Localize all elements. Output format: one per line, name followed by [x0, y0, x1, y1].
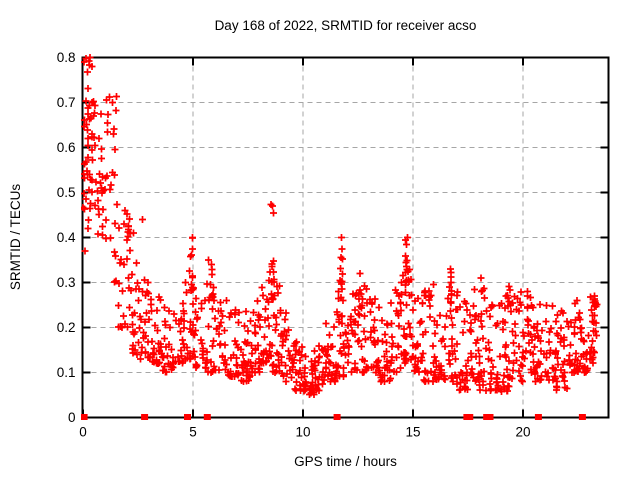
y-axis-label: SRMTID / TECUs	[8, 184, 23, 291]
zero-marker	[486, 414, 494, 420]
zero-marker	[203, 414, 211, 420]
y-tick-label: 0.6	[57, 140, 76, 155]
data-points	[81, 54, 601, 398]
x-tick-label: 10	[295, 425, 310, 440]
x-tick-label: 15	[405, 425, 420, 440]
y-tick-label: 0.8	[57, 50, 76, 65]
y-tick-label: 0.3	[57, 275, 76, 290]
zero-value-markers	[81, 414, 586, 420]
zero-marker	[466, 414, 474, 420]
x-tick-label: 5	[189, 425, 197, 440]
x-tick-label: 0	[79, 425, 87, 440]
y-tick-label: 0.1	[57, 365, 76, 380]
x-axis-label: GPS time / hours	[294, 454, 397, 469]
zero-marker	[141, 414, 149, 420]
x-tick-label: 20	[515, 425, 530, 440]
y-tick-labels: 0 0.1 0.2 0.3 0.4 0.5 0.6 0.7 0.8	[57, 50, 76, 425]
zero-marker	[333, 414, 341, 420]
y-tick-label: 0.2	[57, 320, 76, 335]
y-tick-label: 0	[68, 410, 76, 425]
zero-marker	[184, 414, 191, 420]
zero-marker	[81, 414, 88, 420]
y-tick-label: 0.4	[57, 230, 76, 245]
x-tick-labels: 0 5 10 15 20	[79, 425, 530, 440]
chart-title: Day 168 of 2022, SRMTID for receiver acs…	[215, 18, 477, 33]
y-tick-label: 0.5	[57, 185, 76, 200]
y-tick-label: 0.7	[57, 95, 76, 110]
plot-border	[81, 56, 610, 419]
zero-marker	[578, 414, 586, 420]
zero-marker	[534, 414, 542, 420]
